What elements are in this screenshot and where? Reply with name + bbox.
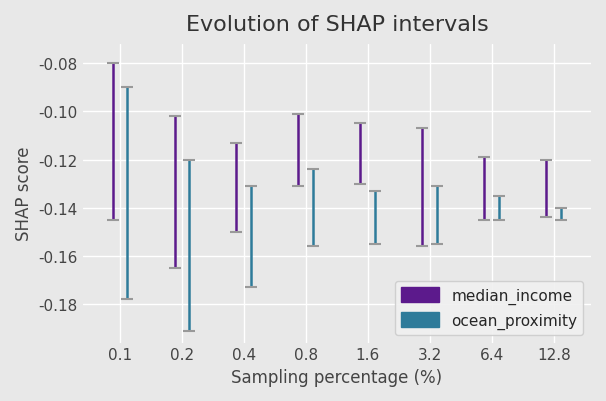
Title: Evolution of SHAP intervals: Evolution of SHAP intervals bbox=[185, 15, 488, 35]
Legend: median_income, ocean_proximity: median_income, ocean_proximity bbox=[395, 281, 584, 335]
Y-axis label: SHAP score: SHAP score bbox=[15, 147, 33, 241]
X-axis label: Sampling percentage (%): Sampling percentage (%) bbox=[231, 368, 442, 386]
